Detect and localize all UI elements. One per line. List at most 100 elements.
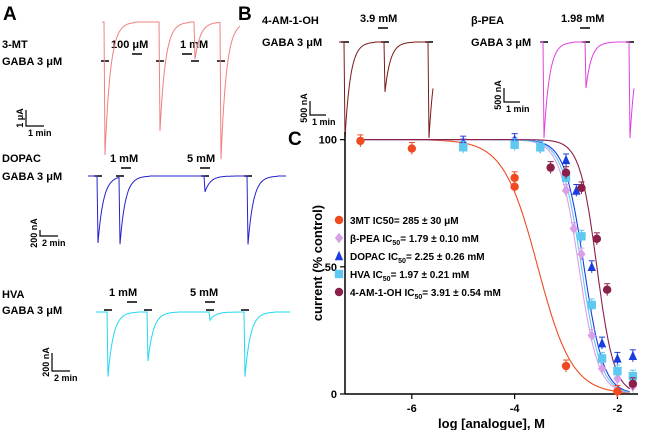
scale-bar (51, 353, 70, 372)
trace-panel-mt3: 3-MT GABA 3 μM 100 μM 1 mM 1 μA1 min (2, 21, 241, 160)
data-point (459, 143, 468, 152)
data-point (577, 232, 586, 241)
trace-label: β-PEA (471, 15, 504, 27)
concentration-label: 100 μM (111, 39, 148, 51)
data-point (613, 366, 622, 376)
data-point (561, 154, 571, 165)
panel-label-c: C (288, 129, 302, 150)
x-tick-label: -2 (613, 403, 623, 415)
current-trace (540, 41, 635, 139)
trace-label: DOPAC (2, 153, 41, 165)
time-scale-label: 2 min (42, 238, 66, 248)
time-scale-label: 1 min (506, 104, 530, 114)
data-point (561, 168, 571, 177)
trace-panel-dopac: DOPAC GABA 3 μM 1 mM 5 mM 200 nA 2 min (2, 153, 286, 248)
data-point (628, 350, 638, 361)
gaba-label: GABA 3 μM (2, 56, 62, 68)
concentration-label: 5 mM (190, 287, 218, 299)
data-point (577, 183, 586, 193)
series-β-PEA (459, 136, 638, 393)
series-HVA (459, 138, 638, 383)
data-point (569, 223, 578, 234)
legend-label: β-PEA IC50= 1.79 ± 0.10 mM (350, 234, 479, 247)
data-point (597, 337, 607, 348)
panel-label-b: B (238, 4, 252, 25)
y-tick-label: 0 (331, 389, 337, 401)
current-trace (88, 175, 286, 245)
data-point (613, 387, 622, 396)
data-point (334, 215, 344, 225)
series-4-AM-1-OH (546, 161, 638, 390)
data-point (546, 163, 555, 172)
legend-label: 3MT IC50= 285 ± 30 μM (350, 216, 459, 227)
legend-label: HVA IC50= 1.97 ± 0.21 mM (350, 270, 469, 283)
trace-label: 3-MT (2, 39, 28, 51)
current-trace (102, 21, 241, 160)
data-point (572, 185, 581, 195)
data-point (334, 287, 344, 297)
data-point (613, 353, 622, 363)
trace-label: 4-AM-1-OH (262, 15, 319, 27)
data-point (536, 143, 545, 152)
dose-response-chart: 0 50 100 -6 -4 -2 log [analogue], M current (% … (310, 132, 638, 430)
gaba-label: GABA 3 μM (2, 305, 62, 317)
legend: 3MT IC50= 285 ± 30 μM β-PEA IC50= 1.79 ± … (334, 215, 501, 301)
data-point (407, 144, 417, 153)
current-trace (339, 41, 434, 139)
data-point (628, 371, 638, 381)
data-point (592, 234, 602, 244)
data-point (334, 269, 344, 279)
time-scale-label: 2 min (54, 373, 78, 383)
gaba-label: GABA 3 μM (471, 37, 531, 49)
fit-curve (360, 139, 630, 394)
amplitude-scale-label: 500 nA (299, 93, 309, 123)
concentration-label: 1 mM (110, 153, 138, 165)
data-point (577, 248, 586, 260)
concentration-label: 5 mM (187, 153, 215, 165)
data-point (587, 300, 596, 310)
trace-label: HVA (2, 289, 24, 301)
amplitude-scale-label: 500 nA (493, 80, 503, 110)
data-point (356, 136, 365, 146)
time-scale-label: 1 min (28, 128, 52, 138)
scale-bar (25, 110, 44, 127)
scale-bar (503, 88, 520, 103)
data-point (587, 330, 596, 341)
legend-label: DOPAC IC50= 2.25 ± 0.26 mM (350, 252, 485, 265)
data-point (597, 363, 607, 374)
amplitude-scale-label: 1 μA (15, 108, 25, 128)
y-tick-label: 50 (325, 262, 337, 274)
trace-panel-bpea: β-PEA GABA 3 μM 1.98 mM 500 nA 1 min (471, 13, 635, 139)
data-point (510, 182, 519, 191)
amplitude-scale-label: 200 nA (41, 347, 51, 377)
x-tick-label: -6 (407, 403, 417, 415)
fit-curve (360, 139, 630, 393)
current-trace (96, 311, 290, 377)
scale-bar (309, 101, 326, 116)
data-point (510, 173, 519, 182)
scale-bar (39, 230, 58, 237)
gaba-label: GABA 3 μM (2, 171, 62, 183)
data-point (510, 140, 519, 149)
data-point (561, 361, 571, 371)
data-point (602, 285, 612, 294)
concentration-label: 1.98 mM (561, 13, 604, 25)
gaba-label: GABA 3 μM (262, 37, 322, 49)
data-point (613, 373, 622, 384)
concentration-label: 1 mM (180, 39, 208, 51)
x-tick-label: -4 (510, 403, 521, 415)
panel-label-a: A (3, 4, 17, 25)
time-scale-label: 1 min (312, 117, 336, 127)
trace-panel-am1oh: 4-AM-1-OH GABA 3 μM 3.9 mM 500 nA 1 min (262, 13, 434, 139)
y-tick-label: 100 (319, 135, 337, 147)
legend-label: 4-AM-1-OH IC50= 3.91 ± 0.54 mM (350, 288, 501, 301)
data-point (587, 261, 596, 272)
concentration-label: 3.9 mM (360, 13, 397, 25)
data-point (597, 354, 607, 363)
concentration-label: 1 mM (109, 287, 137, 299)
x-axis-label: log [analogue], M (438, 416, 545, 430)
data-point (561, 185, 571, 196)
y-axis-label: current (% control) (310, 205, 325, 321)
